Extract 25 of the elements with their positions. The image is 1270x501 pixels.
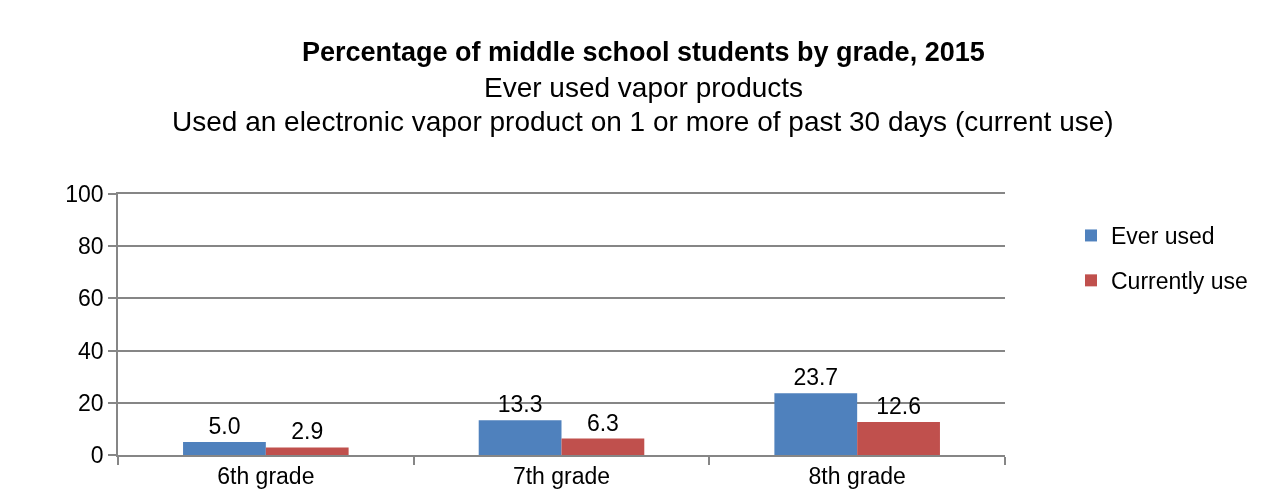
y-tick-label: 100 xyxy=(65,181,104,208)
bar xyxy=(478,420,562,455)
y-tick-label: 20 xyxy=(78,389,104,416)
y-tick-label: 80 xyxy=(78,233,104,260)
bar xyxy=(561,438,645,455)
data-label: 23.7 xyxy=(793,364,839,391)
data-label: 2.9 xyxy=(291,418,324,445)
chart-title: Percentage of middle school students by grade, 2015 xyxy=(302,37,985,67)
data-label: 6.3 xyxy=(586,409,619,436)
x-tick-label: 6th grade xyxy=(217,463,315,490)
data-label: 12.6 xyxy=(876,393,921,420)
y-tick-label: 0 xyxy=(90,442,104,469)
data-label: 5.0 xyxy=(208,412,241,439)
bar xyxy=(265,447,349,455)
chart-subtitle: Ever used vapor products Used an electronic vapor product on 1 or more of past 30 days (current use) xyxy=(172,72,1114,137)
legend-label: Currently use xyxy=(1111,268,1248,295)
bar xyxy=(857,422,940,455)
legend-label: Ever used xyxy=(1111,223,1215,250)
bar xyxy=(183,441,266,455)
x-tick-label: 8th grade xyxy=(808,463,906,490)
bar xyxy=(774,393,858,455)
data-label: 13.3 xyxy=(497,391,543,418)
y-tick-label: 40 xyxy=(78,337,104,364)
y-tick-label: 60 xyxy=(78,285,104,312)
x-tick-label: 7th grade xyxy=(512,463,611,490)
